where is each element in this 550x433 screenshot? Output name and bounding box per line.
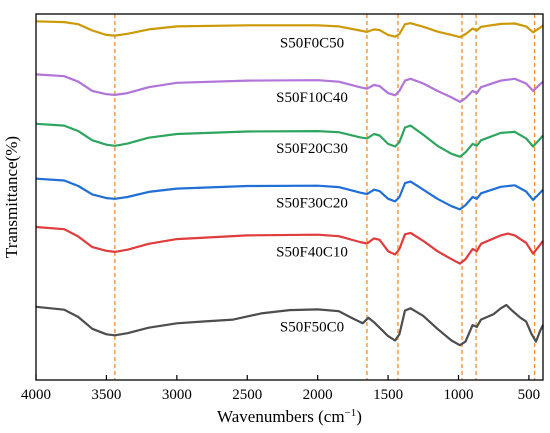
series-line bbox=[35, 303, 544, 347]
series-label: S50F30C20 bbox=[276, 196, 348, 212]
x-tick-label: 1500 bbox=[373, 387, 403, 403]
series-label: S50F50C0 bbox=[280, 319, 344, 335]
series-line bbox=[35, 177, 544, 211]
x-tick-label: 3500 bbox=[91, 387, 121, 403]
x-axis-label-main: Wavenumbers (cm bbox=[217, 407, 345, 426]
x-tick-label: 4000 bbox=[21, 387, 51, 403]
series-label: S50F40C10 bbox=[276, 245, 348, 261]
x-axis-label-close: ) bbox=[356, 407, 362, 426]
series-lines bbox=[35, 20, 544, 347]
series-line bbox=[35, 122, 544, 158]
x-tick-label: 2000 bbox=[303, 387, 333, 403]
plot-frame bbox=[35, 13, 544, 381]
y-axis-label: Transmittance(%) bbox=[2, 136, 21, 258]
series-labels: S50F0C50 S50F10C40 S50F20C30 S50F30C20 S50F4… bbox=[276, 35, 348, 335]
x-tick-label: 3000 bbox=[162, 387, 192, 403]
series-label: S50F0C50 bbox=[280, 35, 344, 51]
x-axis-ticks: 4000 3500 3000 2500 2000 1500 1000 500 bbox=[21, 375, 540, 403]
series-line bbox=[35, 225, 544, 265]
series-line bbox=[35, 73, 544, 103]
x-tick-label: 500 bbox=[518, 387, 541, 403]
x-tick-label: 2500 bbox=[232, 387, 262, 403]
x-axis-label: Wavenumbers (cm−1) bbox=[217, 407, 362, 426]
series-label: S50F20C30 bbox=[276, 141, 348, 157]
series-line bbox=[35, 20, 544, 39]
x-axis-label-exponent: −1 bbox=[345, 407, 357, 419]
x-tick-label: 1000 bbox=[444, 387, 474, 403]
series-label: S50F10C40 bbox=[276, 90, 348, 106]
